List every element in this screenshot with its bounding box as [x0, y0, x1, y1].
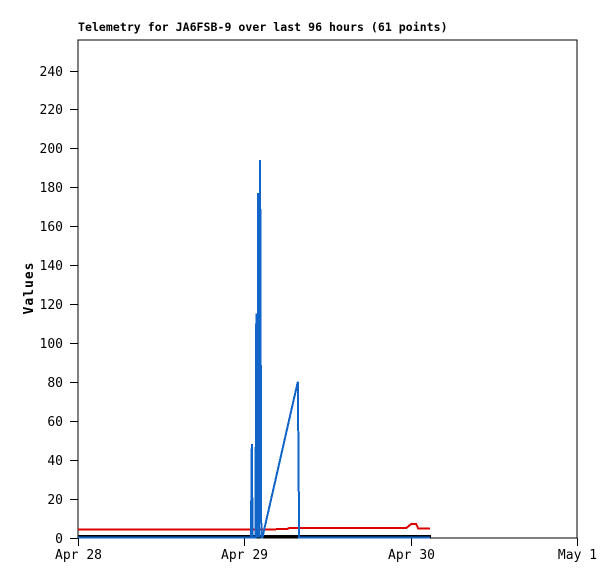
y-tick-label: 20 — [47, 493, 63, 508]
channel-red-line — [78, 522, 431, 531]
y-tick-label: 40 — [47, 454, 63, 469]
y-axis-label: Values — [22, 262, 37, 315]
chart-title: Telemetry for JA6FSB-9 over last 96 hour… — [78, 20, 448, 34]
y-tick-label: 60 — [47, 415, 63, 430]
y-tick-label: 220 — [40, 103, 63, 118]
y-tick-label: 140 — [40, 259, 63, 274]
series-lines — [78, 159, 431, 539]
x-tick-label: May 1 — [558, 548, 597, 563]
y-tick-label: 80 — [47, 376, 63, 391]
y-tick-label: 0 — [55, 532, 63, 547]
y-tick-label: 100 — [40, 337, 63, 352]
y-axis-ticks: 0 20 40 60 80 100 120 140 160 180 200 220 240 — [40, 65, 78, 547]
y-tick-label: 200 — [40, 142, 63, 157]
y-tick-label: 180 — [40, 181, 63, 196]
plot-frame — [77, 39, 578, 539]
x-tick-label: Apr 29 — [221, 548, 268, 563]
x-tick-label: Apr 28 — [55, 548, 102, 563]
channel-blue-line — [78, 159, 431, 539]
x-axis-ticks: Apr 28 Apr 29 Apr 30 May 1 — [55, 538, 597, 563]
x-tick-label: Apr 30 — [388, 548, 435, 563]
y-tick-label: 240 — [40, 65, 63, 80]
y-tick-label: 160 — [40, 220, 63, 235]
y-tick-label: 120 — [40, 298, 63, 313]
